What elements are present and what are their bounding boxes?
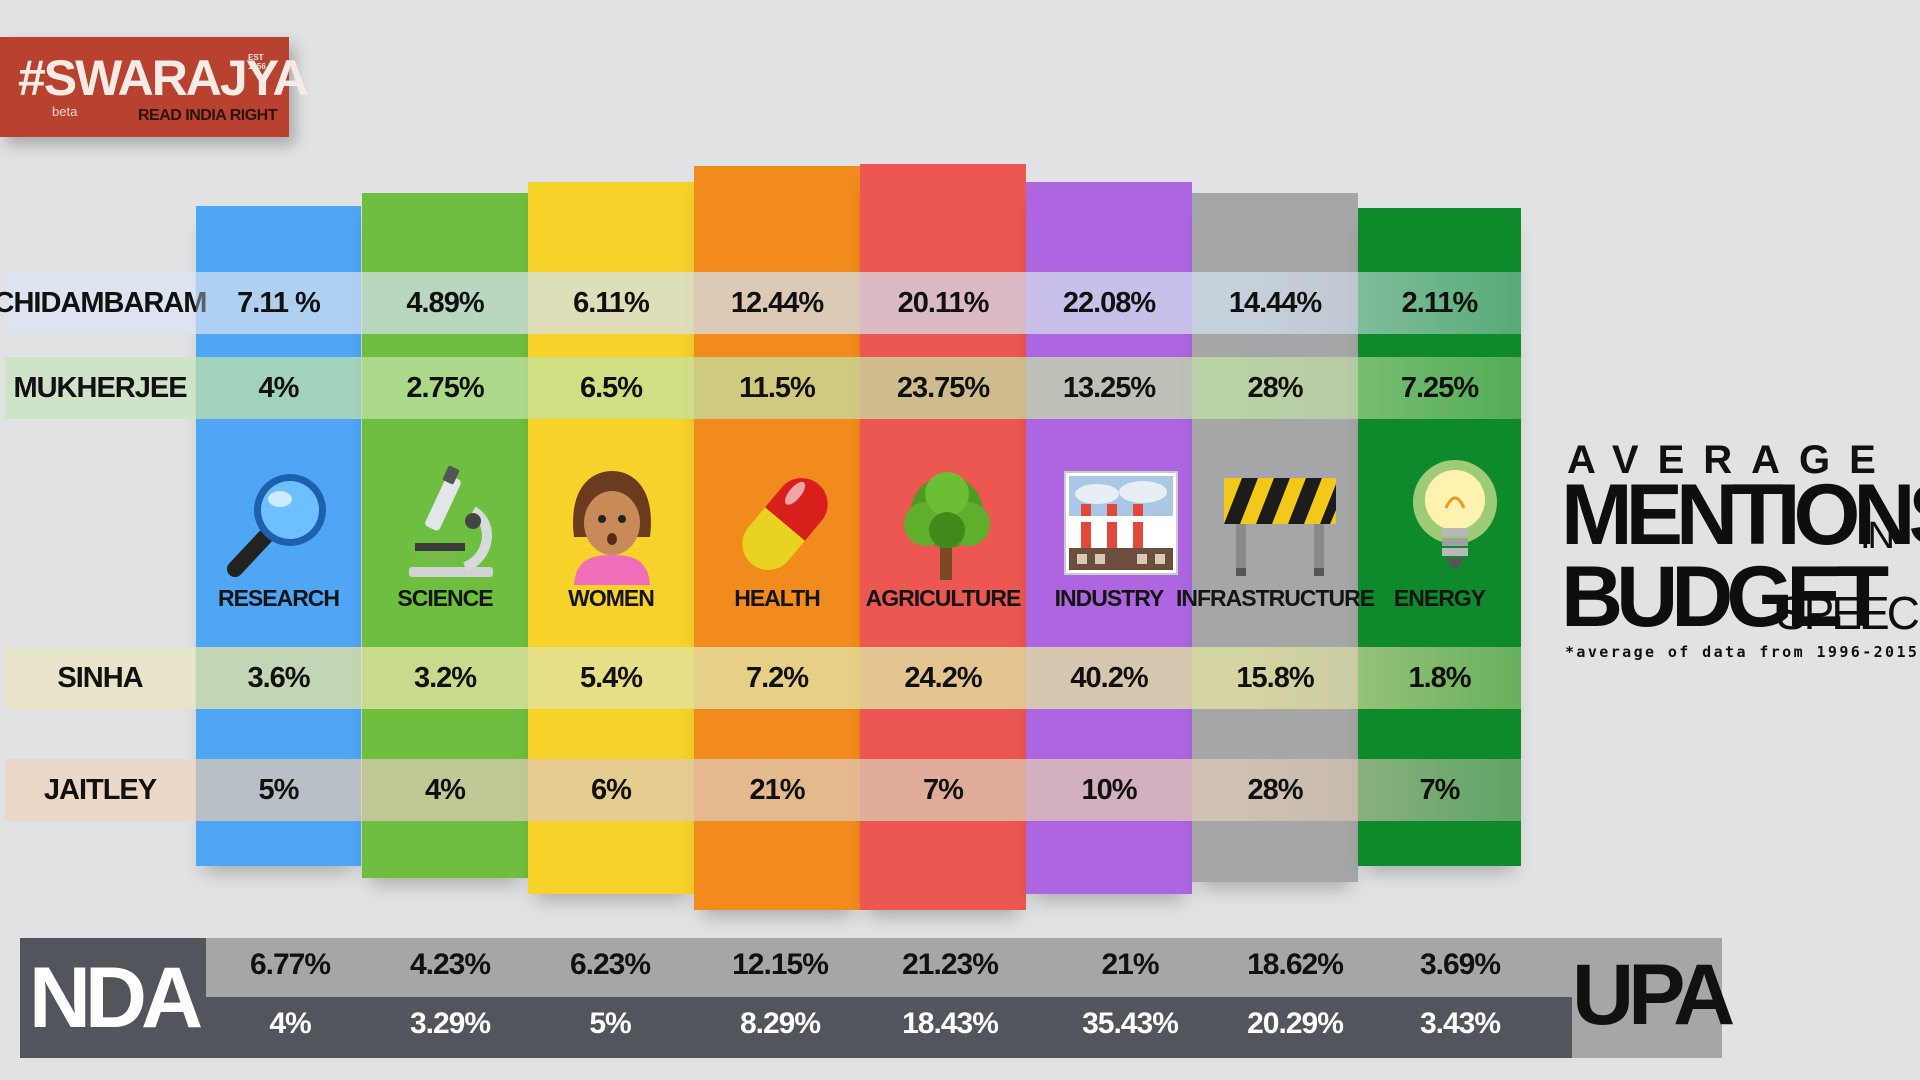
value-mukherjee-agriculture: 23.75% xyxy=(860,357,1026,419)
value-mukherjee-industry: 13.25% xyxy=(1026,357,1192,419)
category-label-energy: ENERGY xyxy=(1393,584,1486,611)
category-label-research: RESEARCH xyxy=(217,584,340,611)
value-nda-science: 4.23% xyxy=(409,948,491,981)
value-chidambaram-health: 12.44% xyxy=(694,272,860,334)
title-mentions: MENTIONS xyxy=(1561,467,1920,563)
row-name-jaitley: JAITLEY xyxy=(5,759,195,821)
value-mukherjee-energy: 7.25% xyxy=(1358,357,1521,419)
nda-label-box: NDA xyxy=(20,938,206,1058)
row-sinha: SINHA 3.6% 3.2% 5.4% 7.2% 24.2% 40.2% 15.8% 1.8% xyxy=(5,647,1521,709)
upa-band xyxy=(20,997,1572,1058)
construction-barrier-icon xyxy=(1220,470,1340,585)
logo-est-line2: 1956 xyxy=(248,62,266,71)
microscope-icon xyxy=(395,463,505,588)
pill-icon xyxy=(725,464,845,589)
value-sinha-industry: 40.2% xyxy=(1026,647,1192,709)
value-nda-industry: 21% xyxy=(1101,948,1159,981)
value-sinha-infrastructure: 15.8% xyxy=(1192,647,1358,709)
value-nda-women: 6.23% xyxy=(569,948,651,981)
title-note: *average of data from 1996-2015 xyxy=(1565,643,1920,661)
value-upa-women: 5% xyxy=(589,1007,631,1040)
factory-icon xyxy=(1061,468,1181,583)
value-nda-research: 6.77% xyxy=(249,948,331,981)
magnifying-glass-icon xyxy=(220,465,340,590)
value-sinha-agriculture: 24.2% xyxy=(860,647,1026,709)
value-sinha-research: 3.6% xyxy=(196,647,361,709)
upa-label: UPA xyxy=(1572,947,1735,1043)
value-nda-energy: 3.69% xyxy=(1419,948,1501,981)
value-upa-health: 8.29% xyxy=(739,1007,821,1040)
value-jaitley-science: 4% xyxy=(362,759,528,821)
swarajya-logo: #SWARAJYA EST 1956 beta READ INDIA RIGHT xyxy=(0,37,309,137)
value-sinha-women: 5.4% xyxy=(528,647,694,709)
value-chidambaram-science: 4.89% xyxy=(362,272,528,334)
value-upa-agriculture: 18.43% xyxy=(902,1007,999,1040)
logo-brand: #SWARAJYA xyxy=(18,50,309,106)
value-mukherjee-women: 6.5% xyxy=(528,357,694,419)
logo-beta: beta xyxy=(52,104,78,119)
value-chidambaram-women: 6.11% xyxy=(528,272,694,334)
value-nda-agriculture: 21.23% xyxy=(902,948,999,981)
value-jaitley-health: 21% xyxy=(694,759,860,821)
category-label-science: SCIENCE xyxy=(397,584,493,611)
title-speech: SPEECH xyxy=(1776,587,1920,639)
value-jaitley-energy: 7% xyxy=(1358,759,1521,821)
title-average: AVERAGE xyxy=(1567,438,1895,482)
logo-est-line1: EST xyxy=(248,53,264,62)
woman-icon xyxy=(562,467,662,592)
value-sinha-health: 7.2% xyxy=(694,647,860,709)
upa-label-box xyxy=(1572,997,1722,1058)
value-mukherjee-science: 2.75% xyxy=(362,357,528,419)
category-label-women: WOMEN xyxy=(568,584,655,611)
tree-icon xyxy=(892,466,1002,591)
value-mukherjee-health: 11.5% xyxy=(694,357,860,419)
value-upa-infrastructure: 20.29% xyxy=(1247,1007,1344,1040)
value-sinha-science: 3.2% xyxy=(362,647,528,709)
title-in: IN xyxy=(1860,515,1895,557)
value-jaitley-research: 5% xyxy=(196,759,361,821)
nda-label: NDA xyxy=(28,949,203,1046)
value-nda-infrastructure: 18.62% xyxy=(1247,948,1344,981)
logo-est: EST 1956 xyxy=(248,53,266,71)
value-chidambaram-industry: 22.08% xyxy=(1026,272,1192,334)
value-chidambaram-energy: 2.11% xyxy=(1358,272,1521,334)
value-upa-research: 4% xyxy=(269,1007,311,1040)
nda-band xyxy=(20,938,1722,997)
value-mukherjee-research: 4% xyxy=(196,357,361,419)
category-label-industry: INDUSTRY xyxy=(1054,584,1165,611)
value-sinha-energy: 1.8% xyxy=(1358,647,1521,709)
value-jaitley-industry: 10% xyxy=(1026,759,1192,821)
row-chidambaram: CHIDAMBARAM 7.11 % 4.89% 6.11% 12.44% 20.11% 2… xyxy=(0,272,1521,334)
row-jaitley: JAITLEY 5% 4% 6% 21% 7% 10% 28% 7% xyxy=(5,759,1521,821)
value-chidambaram-research: 7.11 % xyxy=(196,272,361,334)
value-chidambaram-infrastructure: 14.44% xyxy=(1192,272,1358,334)
row-mukherjee: MUKHERJEE 4% 2.75% 6.5% 11.5% 23.75% 13.25% 28%… xyxy=(5,357,1521,419)
value-upa-energy: 3.43% xyxy=(1419,1007,1501,1040)
category-label-agriculture: AGRICULTURE xyxy=(865,584,1022,611)
value-jaitley-women: 6% xyxy=(528,759,694,821)
value-chidambaram-agriculture: 20.11% xyxy=(860,272,1026,334)
light-bulb-icon xyxy=(1410,458,1500,583)
title-budget: BUDGET xyxy=(1561,549,1889,645)
value-upa-industry: 35.43% xyxy=(1082,1007,1179,1040)
value-jaitley-agriculture: 7% xyxy=(860,759,1026,821)
value-upa-science: 3.29% xyxy=(409,1007,491,1040)
category-label-health: HEALTH xyxy=(734,584,821,611)
value-jaitley-infrastructure: 28% xyxy=(1192,759,1358,821)
row-name-chidambaram: CHIDAMBARAM xyxy=(0,272,207,334)
category-label-infrastructure: INFRASTRUCTURE xyxy=(1175,584,1375,611)
value-mukherjee-infrastructure: 28% xyxy=(1192,357,1358,419)
value-nda-health: 12.15% xyxy=(732,948,829,981)
row-name-mukherjee: MUKHERJEE xyxy=(5,357,195,419)
row-name-sinha: SINHA xyxy=(5,647,195,709)
logo-tagline: READ INDIA RIGHT xyxy=(138,107,277,124)
